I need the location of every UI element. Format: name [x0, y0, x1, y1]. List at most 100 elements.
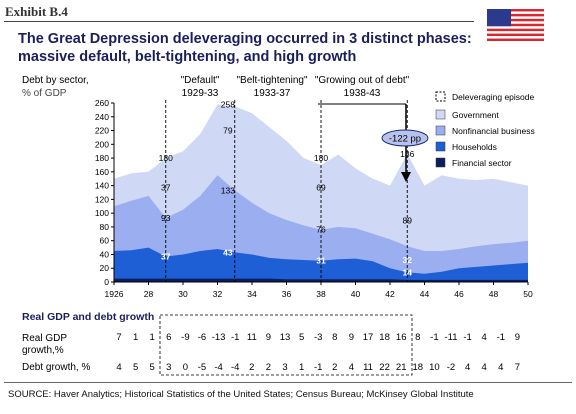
legend-label-financial: Financial sector [452, 158, 512, 168]
table-cells: 7 1 1 6 -9 -6 -13 -1 11 9 13 5 -3 8 9 17 18 16 8 -1 -11 -1 4 -1… [116, 332, 520, 373]
legend-swatch-households [435, 141, 446, 152]
data-label: 43 [223, 247, 233, 257]
x-tick-label: 44 [420, 289, 430, 299]
us-flag-icon [487, 9, 544, 41]
table-cell: -1 [497, 332, 505, 343]
legend-label-households: Households [452, 142, 497, 152]
table-cell: 22 [379, 362, 390, 373]
x-tick-label: 28 [144, 289, 154, 299]
table-episode-box [159, 314, 413, 376]
y-tick-label: 220 [95, 126, 109, 136]
table-cell: 4 [482, 332, 487, 343]
y-tick-label: 160 [95, 167, 109, 177]
table-cell: 3 [282, 362, 287, 373]
legend-swatch-financial [435, 157, 446, 168]
table-cell: -3 [314, 332, 322, 343]
growth-table: Real GDP and debt growth Real GDP growth… [22, 311, 520, 376]
table-cell: 4 [465, 362, 470, 373]
legend-swatch-government [435, 109, 446, 120]
table-cell: 5 [150, 362, 155, 373]
data-label: 31 [316, 256, 326, 266]
table-cell: 2 [332, 362, 337, 373]
y-axis: 0 20 40 60 80 100 120 140 160 180 200 220 240 260 [95, 98, 115, 287]
x-axis: 1926 28 30 32 34 36 38 40 42 44 46 48 50 [105, 281, 533, 299]
source-note: SOURCE: Haver Analytics; Historical Stat… [8, 389, 474, 400]
y-tick-label: 0 [104, 277, 109, 287]
gdp-row-label-line2: growth,% [22, 345, 64, 356]
table-cell: 6 [166, 332, 171, 343]
table-cell: -13 [212, 332, 226, 343]
legend-label-nonfinancial: Nonfinancial business [452, 126, 535, 136]
table-cell: -1 [314, 362, 322, 373]
table-cell: 18 [379, 332, 390, 343]
callout-arrowhead [401, 172, 411, 182]
y-tick-label: 60 [100, 236, 110, 246]
table-cell: 1 [299, 362, 304, 373]
table-cell: 9 [266, 332, 271, 343]
table-cell: 0 [183, 362, 188, 373]
table-cell: -11 [444, 332, 457, 343]
x-tick-label: 40 [351, 289, 361, 299]
data-label: 32 [403, 255, 413, 265]
table-cell: 2 [249, 362, 254, 373]
legend-swatch-episode [435, 91, 446, 102]
table-cell: 17 [363, 332, 374, 343]
data-label: 76 [316, 225, 326, 235]
table-cell: 8 [415, 332, 420, 343]
exhibit-label: Exhibit B.4 [5, 4, 68, 19]
table-cell: 7 [116, 332, 121, 343]
debt-row-label: Debt growth, % [22, 362, 90, 373]
x-tick-label: 42 [385, 289, 395, 299]
table-cell: -4 [214, 362, 222, 373]
table-cell: 4 [498, 362, 503, 373]
callout-text: -122 pp [389, 134, 421, 145]
y-tick-label: 40 [100, 249, 110, 259]
table-title: Real GDP and debt growth [22, 311, 154, 323]
table-cell: -1 [463, 332, 471, 343]
x-tick-label: 38 [316, 289, 326, 299]
x-tick-label: 36 [282, 289, 292, 299]
y-tick-label: 80 [100, 222, 110, 232]
table-cell: 5 [133, 362, 138, 373]
x-tick-label: 30 [178, 289, 188, 299]
table-cell: -1 [430, 332, 438, 343]
x-tick-label: 34 [247, 289, 257, 299]
x-tick-label: 48 [489, 289, 499, 299]
x-tick-label: 50 [523, 289, 533, 299]
ylabel-line2: % of GDP [22, 88, 67, 99]
table-cell: 11 [363, 362, 373, 373]
data-label: 69 [316, 183, 326, 193]
deleveraging-callout: -122 pp [318, 103, 429, 182]
legend: Deleveraging episode Government Nonfinan… [435, 91, 535, 168]
phase-label-growth: "Growing out of debt" [315, 75, 410, 86]
callout-bubble [381, 129, 429, 147]
bottom-rule [4, 382, 572, 383]
data-label: 37 [161, 252, 171, 262]
phase-years-belt: 1933-37 [254, 88, 291, 99]
chart-title-line2: massive default, belt-tightening, and hi… [18, 49, 357, 65]
table-cell: 18 [413, 362, 424, 373]
table-cell: 4 [349, 362, 354, 373]
legend-label-government: Government [452, 110, 499, 120]
legend-swatch-nonfinancial [435, 125, 446, 136]
table-cell: 11 [247, 332, 257, 343]
y-tick-label: 100 [95, 208, 109, 218]
gdp-row-label-line1: Real GDP [22, 333, 67, 344]
y-tick-label: 120 [95, 194, 109, 204]
data-label: 258 [221, 99, 235, 109]
table-cell: 5 [299, 332, 304, 343]
y-tick-label: 200 [95, 139, 109, 149]
data-label: 89 [403, 216, 413, 226]
table-cell: -9 [181, 332, 189, 343]
table-cell: 21 [396, 362, 407, 373]
top-rule [4, 21, 474, 22]
x-tick-label: 32 [213, 289, 223, 299]
table-cell: 1 [150, 332, 155, 343]
data-label: 180 [159, 153, 173, 163]
data-label: 79 [223, 126, 233, 136]
table-cell: -1 [231, 332, 239, 343]
table-cell: 7 [515, 362, 520, 373]
y-tick-label: 20 [100, 263, 110, 273]
y-tick-label: 240 [95, 112, 109, 122]
x-tick-label: 1926 [105, 289, 124, 299]
